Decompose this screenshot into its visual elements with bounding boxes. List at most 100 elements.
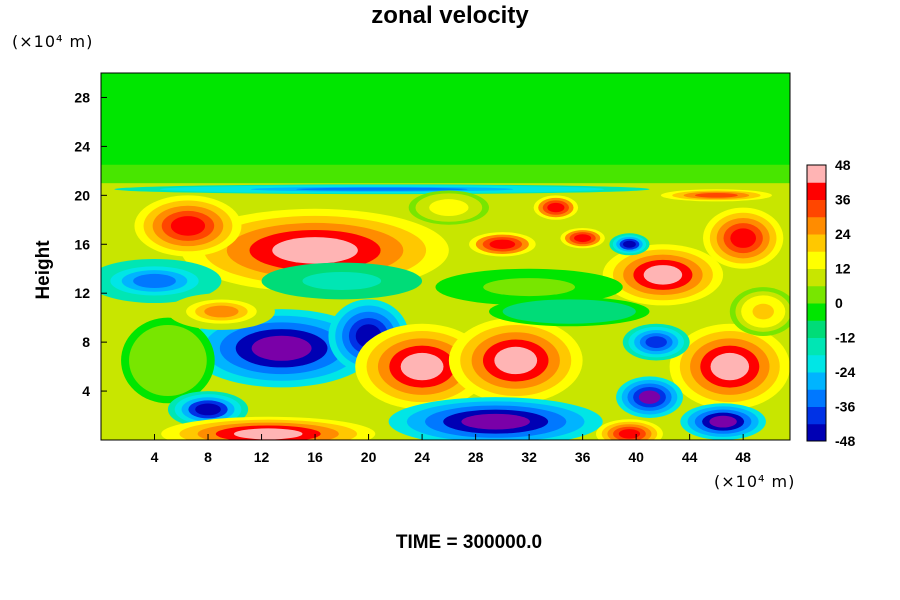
- field-contour-level: [170, 216, 206, 236]
- colorbar-bin: [807, 406, 826, 425]
- field-blob: [121, 317, 215, 404]
- x-axis-unit: (×10⁴ m): [714, 472, 796, 491]
- x-tick-label: 16: [307, 449, 323, 465]
- colorbar-bin: [807, 165, 826, 183]
- y-tick-label: 20: [74, 187, 90, 203]
- field-contour-level: [499, 281, 560, 293]
- plot-area: [100, 72, 791, 441]
- colorbar-bin: [807, 182, 826, 200]
- x-tick-label: 44: [682, 449, 698, 465]
- field-contour-level: [272, 237, 358, 264]
- y-tick-label: 28: [74, 89, 90, 105]
- field-blob: [161, 416, 376, 440]
- x-tick-label: 4: [151, 449, 159, 465]
- field-blob: [680, 403, 766, 440]
- field-contour-level: [730, 228, 757, 248]
- y-axis-unit: (×10⁴ m): [12, 32, 94, 51]
- field-blob: [388, 397, 603, 440]
- y-tick-label: 24: [74, 138, 90, 154]
- field-contour-level: [695, 192, 738, 198]
- field-blob: [622, 323, 690, 361]
- field-blob: [703, 207, 784, 269]
- field-contour-level: [133, 273, 176, 289]
- field-contour-level: [461, 413, 530, 430]
- field-contour-level: [547, 202, 565, 213]
- field-contour-level: [543, 306, 595, 317]
- y-tick-label: 16: [74, 236, 90, 252]
- colorbar-bin: [807, 285, 826, 304]
- field-contour-level: [195, 403, 221, 416]
- field-contour-level: [152, 346, 183, 375]
- x-tick-label: 32: [521, 449, 537, 465]
- field-blob: [596, 419, 663, 440]
- field-contour-level: [638, 390, 661, 404]
- x-tick-label: 28: [468, 449, 484, 465]
- field-contour-level: [618, 429, 641, 439]
- field-contour-level: [623, 240, 636, 248]
- chart-title: zonal velocity: [371, 2, 529, 29]
- field-blob: [529, 192, 583, 223]
- field-contour-level: [296, 187, 468, 191]
- colorbar-tick-label: 36: [835, 192, 851, 208]
- plot-frame: [100, 72, 791, 441]
- colorbar-bin: [807, 303, 826, 321]
- colorbar-tick-label: 0: [835, 295, 843, 311]
- field-blob: [488, 296, 650, 327]
- colorbar-tick-label: -36: [835, 399, 855, 415]
- colorbar-bin: [807, 337, 826, 356]
- colorbar: 48 36 24 12 0 -12 -24 -36 -48: [806, 157, 855, 449]
- colorbar-bin: [807, 423, 826, 442]
- x-tick-label: 20: [361, 449, 377, 465]
- colorbar-tick-label: 24: [835, 226, 851, 242]
- field-contour-level: [489, 239, 516, 249]
- field-contour-level: [643, 265, 683, 285]
- field-contour-level: [233, 428, 303, 440]
- colorbar-bin: [807, 251, 826, 269]
- colorbar-bin: [807, 234, 826, 252]
- field-blob: [448, 317, 583, 404]
- y-tick-label: 12: [74, 285, 90, 301]
- colorbar-bin: [807, 199, 826, 218]
- field-contour-level: [645, 336, 667, 349]
- field-contour-level: [752, 303, 774, 320]
- colorbar-tick-label: -24: [835, 364, 855, 380]
- x-tick-label: 36: [575, 449, 591, 465]
- field-contour-level: [494, 346, 538, 375]
- colorbar-tick-label: 12: [835, 261, 851, 277]
- field-contour-level: [436, 202, 462, 214]
- y-tick-label: 8: [82, 334, 90, 350]
- y-tick-label: 4: [82, 383, 90, 399]
- field-blob: [355, 323, 489, 410]
- field-blob: [101, 258, 222, 303]
- field-blob: [609, 233, 650, 256]
- field-contour-level: [400, 352, 444, 381]
- field-blob: [261, 262, 423, 300]
- colorbar-bin: [807, 354, 826, 373]
- field-contour-level: [709, 415, 737, 428]
- field-contour-level: [710, 352, 750, 381]
- field-blob: [114, 184, 650, 195]
- field-blob: [555, 225, 610, 251]
- field-blob: [669, 323, 790, 410]
- field-blob: [729, 287, 790, 337]
- x-tick-label: 40: [628, 449, 644, 465]
- colorbar-frame: [806, 164, 827, 442]
- x-tick-label: 8: [204, 449, 212, 465]
- field-blob: [435, 268, 623, 306]
- x-tick-label: 12: [254, 449, 270, 465]
- field-blob: [408, 190, 489, 225]
- colorbar-bin: [807, 320, 826, 338]
- field-transition-band: [101, 164, 790, 184]
- field-blob: [462, 229, 543, 259]
- field-blob: [616, 376, 683, 418]
- colorbar-tick-label: -48: [835, 433, 855, 449]
- x-tick-label: 48: [735, 449, 751, 465]
- time-label: TIME = 300000.0: [395, 532, 543, 553]
- field-blob: [167, 293, 275, 330]
- colorbar-bin: [807, 216, 826, 235]
- colorbar-bin: [807, 372, 826, 390]
- colorbar-tick-label: 48: [835, 157, 851, 173]
- colorbar-bin: [807, 389, 826, 407]
